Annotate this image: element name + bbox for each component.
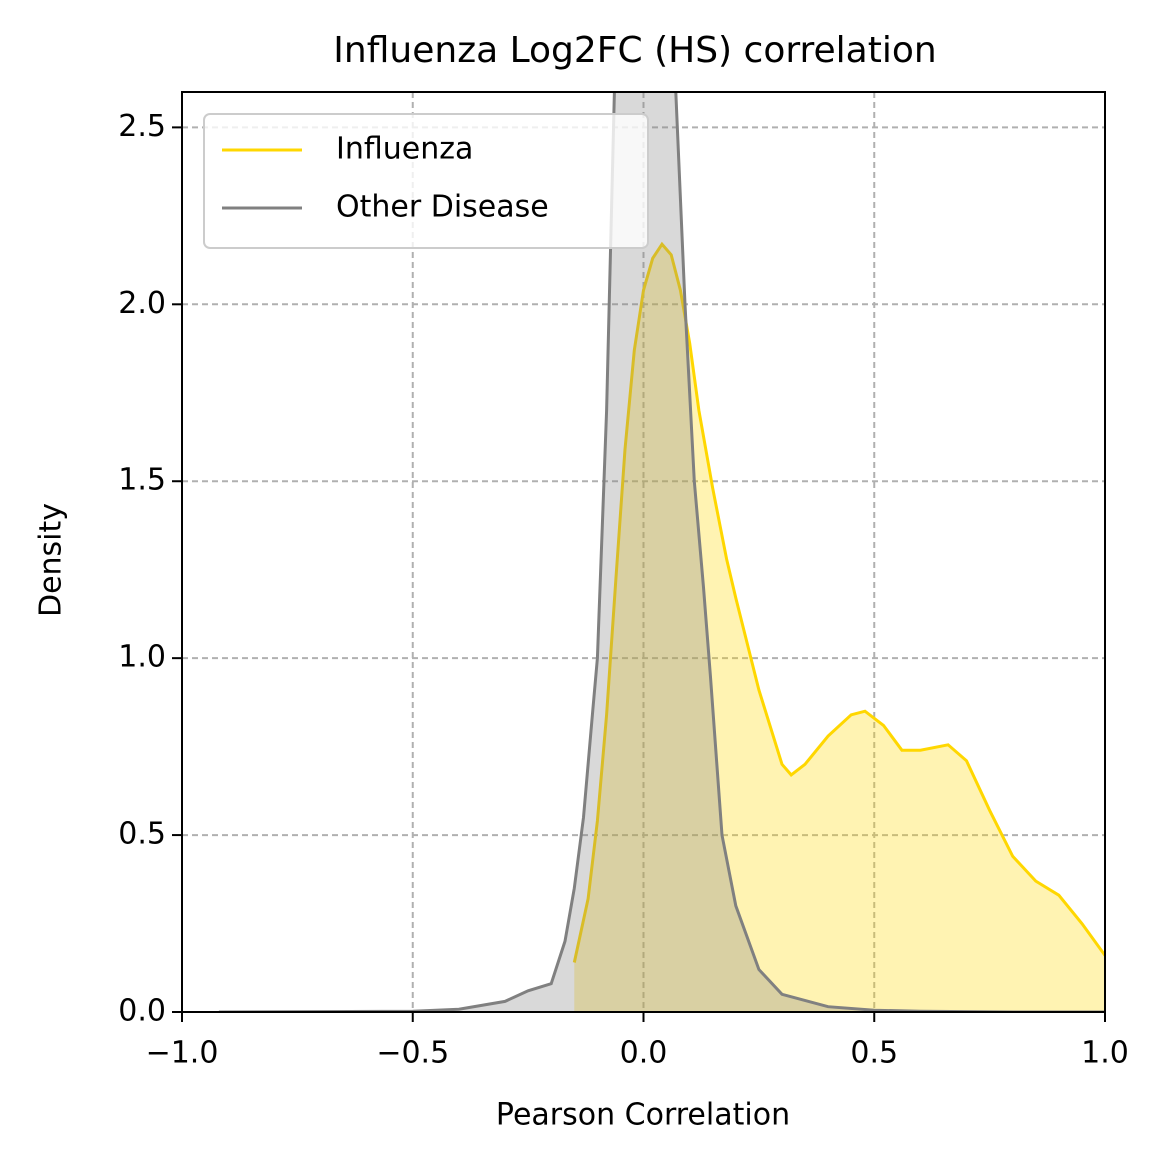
chart-title: Influenza Log2FC (HS) correlation [333,30,936,71]
density-area [574,244,1105,1012]
y-tick-label: 1.5 [118,463,166,498]
y-tick-label: 2.0 [118,286,166,321]
legend-label: Other Disease [336,190,549,225]
x-tick-label: 1.0 [1081,1036,1129,1071]
legend-box [203,113,649,249]
plot-area [218,92,1105,1012]
y-tick-label: 1.0 [118,640,166,675]
x-axis-label: Pearson Correlation [496,1098,790,1133]
x-tick-label: 0.5 [850,1036,898,1071]
x-tick-label: −1.0 [146,1036,219,1071]
legend-label: Influenza [336,132,473,167]
y-tick-label: 2.5 [118,109,166,144]
density-line [572,241,1105,963]
ticks: −1.0 −0.5 0.0 0.5 1.0 0.0 0.5 1.0 1.5 2.0 2.5 [118,109,1129,1071]
density-line [218,92,1105,1012]
y-axis-label: Density [34,503,69,617]
density-area [218,92,1105,1012]
x-tick-label: 0.0 [620,1036,668,1071]
x-tick-label: −0.5 [376,1036,449,1071]
legend: Influenza Other Disease [203,113,649,249]
y-tick-label: 0.5 [118,817,166,852]
y-tick-label: 0.0 [118,994,166,1029]
